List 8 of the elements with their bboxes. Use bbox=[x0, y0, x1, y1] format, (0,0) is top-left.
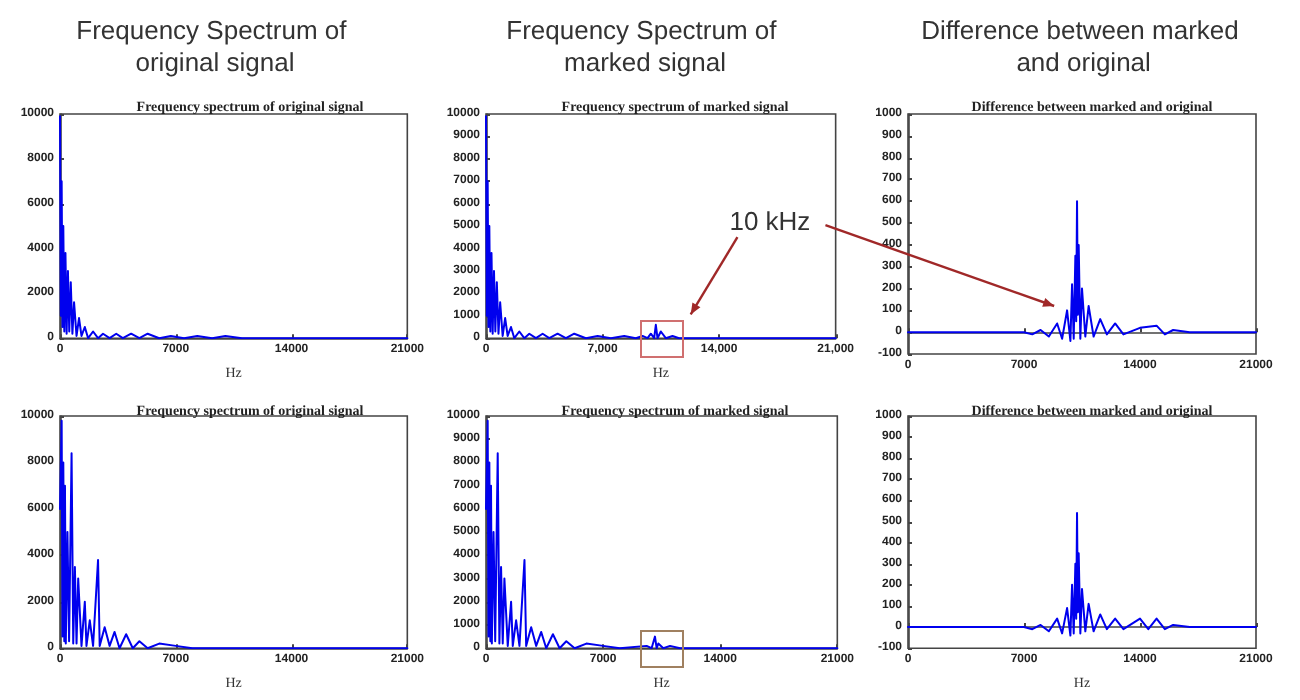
line-series bbox=[59, 115, 409, 340]
line-series bbox=[907, 512, 1257, 637]
line-series bbox=[59, 419, 409, 650]
line-series bbox=[907, 200, 1257, 342]
chart-title: Frequency Spectrum of marked signal bbox=[506, 15, 784, 77]
chart-title: Frequency Spectrum of original signal bbox=[76, 15, 354, 77]
chart-subtitle: Difference between marked and original bbox=[921, 15, 1239, 77]
annotation: 10 kHz bbox=[729, 205, 811, 236]
